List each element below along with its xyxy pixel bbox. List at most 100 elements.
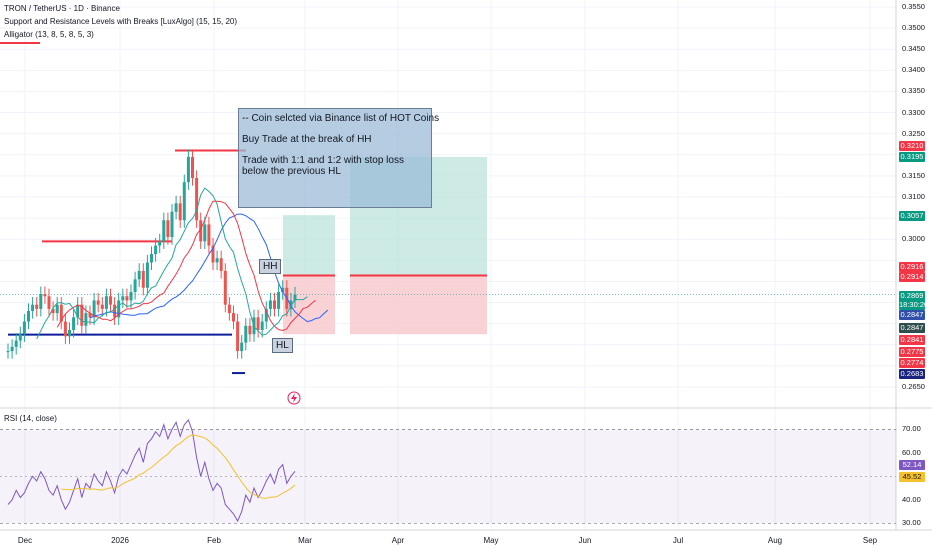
candle-body <box>256 317 260 330</box>
candle-body <box>232 313 235 322</box>
candle-body <box>244 325 248 343</box>
price-badge: 0.2683 <box>899 369 925 379</box>
candle-body <box>182 182 186 221</box>
price-badge: 0.2775 <box>899 347 925 357</box>
indicator-alligator-legend[interactable]: Alligator (13, 8, 5, 8, 5, 3) <box>4 30 94 39</box>
candle-body <box>240 342 244 352</box>
price-badge: 0.2847 <box>899 310 925 320</box>
time-tick: 2026 <box>111 536 129 545</box>
price-tick: 0.3400 <box>902 65 925 75</box>
candle-body <box>162 220 166 242</box>
time-tick: Mar <box>298 536 312 545</box>
candle-body <box>150 254 153 263</box>
candle-body <box>277 292 281 309</box>
target-zone-1to1 <box>283 215 335 276</box>
candle-body <box>145 262 149 288</box>
alligator-lips <box>36 187 308 340</box>
candle-body <box>88 313 92 318</box>
rsi-badge: 45.52 <box>899 472 925 482</box>
candle-body <box>100 304 104 309</box>
bar-countdown: 18:30:20 <box>899 300 929 309</box>
indicator-sr-legend[interactable]: Support and Resistance Levels with Break… <box>4 17 238 26</box>
rsi-tick: 60.00 <box>902 447 921 457</box>
candle-body <box>35 304 39 309</box>
candle-body <box>72 317 76 330</box>
price-tick: 0.3150 <box>902 170 925 180</box>
note-line-3: Trade with 1:1 and 1:2 with stop loss <box>242 155 404 166</box>
trade-note[interactable]: -- Coin selcted via Binance list of HOT … <box>238 108 440 208</box>
time-tick: May <box>483 536 499 545</box>
candle-body <box>268 300 272 309</box>
note-line-2: Buy Trade at the break of HH <box>242 134 372 145</box>
candle-body <box>273 300 276 309</box>
candle-body <box>227 304 231 314</box>
candle-body <box>174 203 178 212</box>
candle-body <box>178 203 182 221</box>
candle-body <box>248 325 252 335</box>
price-tick: 0.3500 <box>902 23 925 33</box>
note-line-4: below the previous HL <box>242 166 341 177</box>
candle-body <box>211 245 215 263</box>
candle-body <box>31 304 35 311</box>
candle-body <box>199 220 203 242</box>
rsi-tick: 40.00 <box>902 494 921 504</box>
lightning-icon-glyph <box>291 393 297 403</box>
price-badge-value: 0.2775 <box>900 347 924 356</box>
price-tick: 0.2650 <box>902 382 925 391</box>
hl-tag[interactable]: HL <box>272 338 293 353</box>
candle-body <box>96 300 100 305</box>
candle-body <box>133 279 137 292</box>
candle-body <box>10 346 14 352</box>
candle-body <box>186 156 190 183</box>
note-line-1: -- Coin selcted via Binance list of HOT … <box>242 113 440 124</box>
candle-body <box>129 292 133 301</box>
price-tick: 0.3250 <box>902 128 925 138</box>
price-badge-value: 0.3210 <box>900 141 924 150</box>
candle-body <box>59 304 63 322</box>
alligator-teeth <box>56 200 316 332</box>
stop-zone-2 <box>350 275 487 335</box>
candle-body <box>63 321 67 337</box>
price-badge-value: 0.2841 <box>900 335 924 344</box>
candle-body <box>109 296 112 305</box>
candle-body <box>84 313 88 326</box>
price-tick: 0.3100 <box>902 192 925 201</box>
time-tick: Apr <box>391 536 405 545</box>
price-badge: 0.3210 <box>899 141 925 151</box>
rsi-badge: 52.14 <box>899 460 925 470</box>
candle-body <box>281 287 285 292</box>
candle-body <box>18 334 22 341</box>
rsi-tick: 70.00 <box>902 424 921 434</box>
rsi-ma-line <box>61 434 296 499</box>
symbol-title: TRON / TetherUS · 1D · Binance <box>4 4 120 13</box>
candle-body <box>170 211 174 238</box>
candle-body <box>92 300 96 318</box>
candle-body <box>141 270 145 288</box>
candle-body <box>166 220 170 238</box>
candle-body <box>289 300 293 309</box>
hh-tag[interactable]: HH <box>259 259 282 274</box>
candle-body <box>68 330 71 337</box>
price-tick: 0.3350 <box>902 86 925 96</box>
price-badge-value: 0.3195 <box>900 152 924 161</box>
candle-body <box>293 294 297 301</box>
candle-body <box>191 156 194 178</box>
candle-body <box>158 241 162 246</box>
candle-body <box>104 296 108 309</box>
candle-body <box>223 270 227 305</box>
price-tick: 0.3000 <box>902 234 925 244</box>
candle-body <box>215 258 219 263</box>
time-tick: Dec <box>17 536 33 545</box>
candle-body <box>195 178 199 221</box>
candle-body <box>236 321 240 352</box>
candle-body <box>27 311 30 322</box>
price-badge-value: 0.3057 <box>900 211 924 220</box>
price-badge: 0.3195 <box>899 152 925 162</box>
price-tick: 0.3550 <box>902 2 925 11</box>
candle-body <box>47 296 51 309</box>
rsi-tick: 30.00 <box>902 518 921 528</box>
rsi-legend[interactable]: RSI (14, close) <box>4 414 57 423</box>
price-badge-value: 0.2847 <box>900 323 924 332</box>
